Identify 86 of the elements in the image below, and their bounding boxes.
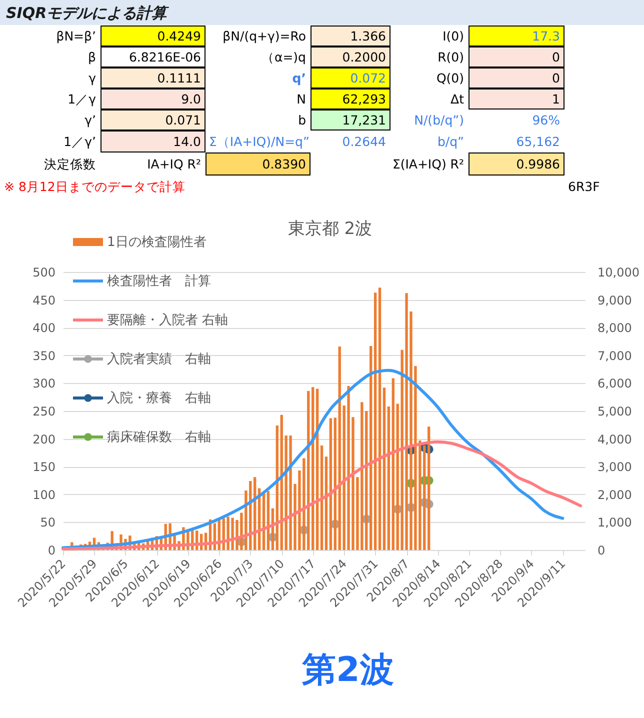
y-tick-label: 400 xyxy=(32,321,56,336)
text: R(0) xyxy=(438,50,464,64)
y2-tick-label: 0 xyxy=(598,544,606,558)
bar xyxy=(392,378,394,550)
y-tick-label: 500 xyxy=(32,266,56,280)
y2-tick-label: 6,000 xyxy=(598,376,632,391)
legend-label: 検査陽性者 計算 xyxy=(107,274,211,289)
bar xyxy=(382,388,386,550)
text: 65,162 xyxy=(516,134,560,149)
bar xyxy=(334,418,336,550)
y2-tick-label: 9,000 xyxy=(598,293,632,308)
y-tick-label: 300 xyxy=(32,376,56,391)
y-tick-label: 200 xyxy=(32,432,56,446)
text: （α=)q xyxy=(261,50,306,64)
y-tick-label: 150 xyxy=(32,460,56,474)
legend-label: 入院・療養 右軸 xyxy=(107,391,211,406)
y2-tick-label: 5,000 xyxy=(598,404,632,418)
text: 0.072 xyxy=(350,70,386,86)
text: q’ xyxy=(292,70,306,86)
text: ※ 8月12日までのデータで計算 xyxy=(4,179,186,194)
y2-tick-label: 8,000 xyxy=(598,321,632,336)
text: 17,231 xyxy=(342,112,386,128)
text: 0.4249 xyxy=(157,28,202,44)
text: 96% xyxy=(532,112,560,128)
y2-tick-label: 7,000 xyxy=(598,348,632,363)
y2-tick-label: 2,000 xyxy=(598,488,632,502)
text: b xyxy=(298,112,306,128)
y2-tick-label: 3,000 xyxy=(598,460,632,474)
text: I(0) xyxy=(442,28,464,44)
text: N/(b/q”) xyxy=(414,112,464,128)
line-series xyxy=(62,368,564,550)
bar xyxy=(378,288,382,550)
y-tick-label: 350 xyxy=(32,348,56,363)
text: b/q” xyxy=(437,134,464,149)
text: 0.9986 xyxy=(516,156,560,172)
text: γ xyxy=(88,70,97,86)
text: 0.8390 xyxy=(262,156,306,172)
text: 9.0 xyxy=(181,92,202,106)
text: 6R3F xyxy=(568,179,600,194)
bar xyxy=(320,445,324,550)
bar xyxy=(370,346,372,550)
text: 0.071 xyxy=(165,112,201,128)
y-tick-label: 450 xyxy=(32,293,56,308)
text: 1／γ’ xyxy=(64,134,96,149)
legend-label: 入院者実績 右軸 xyxy=(107,351,211,367)
text: Q(0) xyxy=(436,70,464,86)
text: 決定係数 xyxy=(44,156,96,172)
text: βN=β’ xyxy=(56,28,96,44)
text: 第2波 xyxy=(301,650,394,690)
text: IA+IQ R² xyxy=(147,156,201,172)
text: βN/(q+γ)=Ro xyxy=(222,28,306,44)
text: 1 xyxy=(552,92,560,106)
bar xyxy=(329,418,332,550)
bar xyxy=(428,426,430,550)
text: 0.1111 xyxy=(157,70,201,86)
y-tick-label: 50 xyxy=(40,516,56,530)
text: N xyxy=(296,92,306,106)
y2-tick-label: 10,000 xyxy=(598,266,640,280)
bar xyxy=(387,406,390,550)
bar xyxy=(374,292,377,550)
text: 0 xyxy=(552,70,560,86)
text: 0 xyxy=(552,50,560,64)
bar xyxy=(324,456,328,550)
text: 14.0 xyxy=(173,134,202,149)
y-tick-label: 100 xyxy=(32,488,56,502)
legend-label: 要隔離・入院者 右軸 xyxy=(107,313,228,328)
y-tick-label: 0 xyxy=(48,544,56,558)
text: 17.3 xyxy=(532,28,560,44)
y-tick-label: 250 xyxy=(32,404,56,418)
text: SIQRモデルによる計算 xyxy=(6,4,170,22)
text: 6.8216E-06 xyxy=(128,50,202,64)
y2-tick-label: 4,000 xyxy=(598,432,632,446)
legend-label: 1日の検査陽性者 xyxy=(107,235,206,250)
text: Σ(IA+IQ) R² xyxy=(392,156,464,172)
text: γ’ xyxy=(84,112,96,128)
legend-label: 病床確保数 右軸 xyxy=(107,430,211,445)
y2-tick-label: 1,000 xyxy=(598,516,632,530)
text: Δt xyxy=(450,92,464,106)
chart-title: 東京都 2波 xyxy=(288,219,372,239)
text: β xyxy=(88,50,96,64)
text: 0.2000 xyxy=(342,50,386,64)
text: 62,293 xyxy=(342,92,386,106)
text: Σ（IA+IQ)/N=q” xyxy=(209,134,310,149)
text: 1.366 xyxy=(350,28,386,44)
text: 1／γ xyxy=(68,92,97,106)
text: 0.2644 xyxy=(342,134,386,149)
